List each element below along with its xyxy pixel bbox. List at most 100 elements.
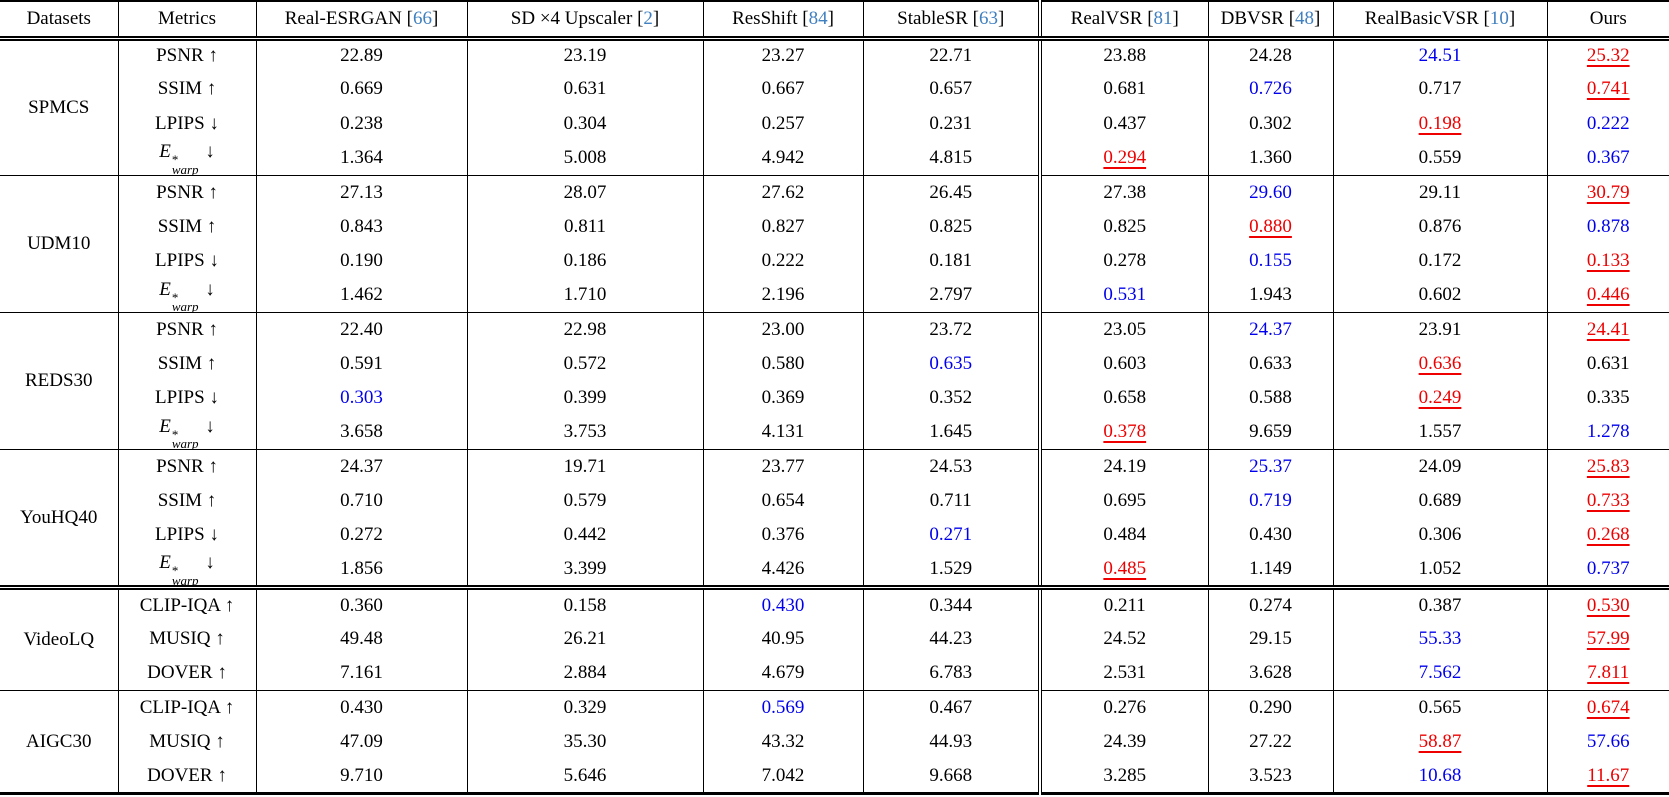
table-row: SSIM ↑ 0.591 0.572 0.580 0.635 0.603 0.633 0.63… — [0, 346, 1669, 381]
table-row: SSIM ↑ 0.669 0.631 0.667 0.657 0.681 0.726 0.71… — [0, 72, 1669, 107]
value-cell: 0.654 — [702, 483, 863, 519]
value-cell: 0.257 — [702, 106, 863, 141]
value-cell: 9.710 — [255, 759, 467, 794]
value-cell: 0.580 — [702, 346, 863, 381]
value-cell: 9.659 — [1207, 415, 1333, 450]
value-cell: 1.943 — [1207, 278, 1333, 313]
value-cell: 43.32 — [702, 724, 863, 760]
table-row: REDS30 PSNR ↑ 22.40 22.98 23.00 23.72 23.05 24.… — [0, 311, 1669, 450]
value-cell: 0.329 — [466, 690, 703, 725]
table-row: UDM10 PSNR ↑ 27.13 28.07 27.62 26.45 27.38 29.6… — [0, 174, 1669, 313]
table-row: LPIPS ↓ 0.272 0.442 0.376 0.271 0.484 0.430 0.3… — [0, 518, 1669, 553]
value-cell: 0.825 — [862, 209, 1040, 244]
value-cell: 0.446 — [1546, 278, 1669, 313]
value-cell: 0.278 — [1038, 243, 1208, 279]
citation-link[interactable]: 84 — [808, 7, 828, 29]
citation-link[interactable]: 63 — [978, 7, 998, 29]
value-cell: 1.529 — [862, 552, 1040, 588]
value-cell: 0.306 — [1332, 518, 1547, 553]
value-cell: 0.710 — [255, 483, 467, 519]
value-cell: 0.880 — [1207, 209, 1333, 244]
table-row: SSIM ↑ 0.843 0.811 0.827 0.825 0.825 0.880 0.87… — [0, 209, 1669, 244]
metric-label: LPIPS ↓ — [117, 243, 256, 279]
value-cell: 0.588 — [1207, 380, 1333, 416]
value-cell: 24.39 — [1038, 724, 1208, 760]
value-cell: 22.71 — [862, 38, 1040, 73]
value-cell: 29.11 — [1332, 174, 1547, 210]
value-cell: 23.77 — [702, 449, 863, 484]
value-cell: 25.32 — [1546, 38, 1669, 73]
value-cell: 0.133 — [1546, 243, 1669, 279]
value-cell: 24.09 — [1332, 449, 1547, 484]
value-cell: 0.827 — [702, 209, 863, 244]
value-cell: 23.00 — [702, 311, 863, 347]
citation-link[interactable]: 66 — [412, 7, 432, 29]
dataset-label-spmcs: SPMCS — [28, 96, 90, 118]
value-cell: 0.667 — [702, 72, 863, 107]
value-cell: 5.008 — [466, 140, 703, 176]
metric-label: CLIP-IQA ↑ — [117, 585, 256, 622]
dataset-label-videolq: VideoLQ — [0, 585, 118, 691]
value-cell: 0.430 — [1207, 518, 1333, 553]
value-cell: 49.48 — [255, 621, 467, 657]
value-cell: 0.271 — [862, 518, 1040, 553]
value-cell: 0.198 — [1332, 106, 1547, 141]
table-row: LPIPS ↓ 0.190 0.186 0.222 0.181 0.278 0.155 0.1… — [0, 243, 1669, 279]
value-cell: 2.797 — [862, 278, 1040, 313]
column-header-resshift: ResShift [84] — [702, 1, 863, 41]
value-cell: 1.149 — [1207, 552, 1333, 588]
citation-link[interactable]: 2 — [643, 7, 653, 29]
column-header-realbasicvsr: RealBasicVSR [10] — [1332, 1, 1547, 41]
value-cell: 1.278 — [1546, 415, 1669, 450]
value-cell: 0.689 — [1332, 483, 1547, 519]
value-cell: 4.942 — [702, 140, 863, 176]
value-cell: 40.95 — [702, 621, 863, 657]
value-cell: 0.485 — [1038, 552, 1208, 588]
value-cell: 0.360 — [255, 585, 467, 622]
value-cell: 0.726 — [1207, 72, 1333, 107]
value-cell: 57.99 — [1546, 621, 1669, 657]
method-name: DBVSR — [1220, 7, 1284, 29]
citation-link[interactable]: 10 — [1489, 7, 1509, 29]
value-cell: 1.462 — [255, 278, 467, 313]
value-cell: 57.66 — [1546, 724, 1669, 760]
value-cell: 0.603 — [1038, 346, 1208, 381]
value-cell: 0.717 — [1332, 72, 1547, 107]
value-cell: 3.753 — [466, 415, 703, 450]
value-cell: 23.72 — [862, 311, 1040, 347]
metric-label: DOVER ↑ — [117, 759, 256, 794]
value-cell: 0.378 — [1038, 415, 1208, 450]
table-row: DOVER ↑ 7.161 2.884 4.679 6.783 2.531 3.628 7.5… — [0, 656, 1669, 691]
table-row: E * warp ↓ 1.364 5.008 4.942 4.815 0.294 1.360 0.… — [0, 140, 1669, 176]
value-cell: 22.89 — [255, 38, 467, 73]
column-header-metrics: Metrics — [117, 1, 256, 41]
metric-label: MUSIQ ↑ — [117, 621, 256, 657]
value-cell: 0.158 — [466, 585, 703, 622]
value-cell: 25.83 — [1546, 449, 1669, 484]
metric-label: SSIM ↑ — [117, 346, 256, 381]
value-cell: 0.222 — [702, 243, 863, 279]
value-cell: 0.719 — [1207, 483, 1333, 519]
value-cell: 27.62 — [702, 174, 863, 210]
metric-label: E * warp ↓ — [117, 278, 256, 313]
value-cell: 0.437 — [1038, 106, 1208, 141]
metric-sup-sub: * warp — [171, 563, 199, 588]
value-cell: 7.811 — [1546, 656, 1669, 691]
value-cell: 0.531 — [1038, 278, 1208, 313]
value-cell: 1.710 — [466, 278, 703, 313]
table-row: LPIPS ↓ 0.238 0.304 0.257 0.231 0.437 0.302 0.1… — [0, 106, 1669, 141]
value-cell: 0.181 — [862, 243, 1040, 279]
citation-link[interactable]: 48 — [1295, 7, 1315, 29]
value-cell: 0.559 — [1332, 140, 1547, 176]
value-cell: 0.681 — [1038, 72, 1208, 107]
metric-label: SSIM ↑ — [117, 72, 256, 107]
value-cell: 58.87 — [1332, 724, 1547, 760]
value-cell: 0.825 — [1038, 209, 1208, 244]
value-cell: 0.211 — [1038, 585, 1208, 622]
value-cell: 24.28 — [1207, 38, 1333, 73]
value-cell: 0.290 — [1207, 690, 1333, 725]
citation-link[interactable]: 81 — [1153, 7, 1173, 29]
value-cell: 0.231 — [862, 106, 1040, 141]
table-row: SPMCS PSNR ↑ 22.89 23.19 23.27 22.71 23.88 24.2… — [0, 38, 1669, 118]
